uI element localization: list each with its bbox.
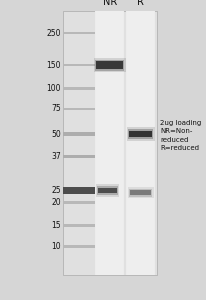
Bar bbox=[63, 64, 95, 66]
Text: 37: 37 bbox=[51, 152, 61, 161]
Bar bbox=[95, 59, 124, 70]
Text: 25: 25 bbox=[51, 186, 61, 195]
Text: 50: 50 bbox=[51, 130, 61, 139]
Text: 250: 250 bbox=[46, 28, 61, 38]
Text: 2ug loading
NR=Non-
reduced
R=reduced: 2ug loading NR=Non- reduced R=reduced bbox=[160, 120, 201, 151]
Text: NR: NR bbox=[102, 0, 116, 7]
Bar bbox=[129, 131, 151, 137]
Bar bbox=[63, 155, 95, 158]
Bar bbox=[97, 186, 118, 195]
Bar bbox=[129, 189, 152, 196]
Bar bbox=[63, 132, 95, 136]
Bar bbox=[127, 187, 153, 198]
Bar bbox=[63, 187, 95, 194]
Bar bbox=[63, 224, 95, 227]
Text: 20: 20 bbox=[51, 198, 61, 207]
Bar bbox=[128, 129, 153, 139]
Bar bbox=[63, 201, 95, 204]
Bar bbox=[130, 190, 150, 195]
Text: 10: 10 bbox=[51, 242, 61, 251]
Text: R: R bbox=[137, 0, 144, 7]
Text: 75: 75 bbox=[51, 104, 61, 113]
Bar bbox=[63, 87, 95, 90]
Bar bbox=[95, 184, 119, 197]
Bar bbox=[96, 11, 123, 274]
Bar bbox=[63, 245, 95, 248]
Bar bbox=[63, 11, 157, 274]
Text: 100: 100 bbox=[46, 84, 61, 93]
Bar bbox=[127, 11, 153, 274]
Bar bbox=[126, 11, 154, 274]
Text: 15: 15 bbox=[51, 221, 61, 230]
Bar bbox=[96, 61, 123, 69]
Text: 150: 150 bbox=[46, 61, 61, 70]
Bar bbox=[93, 58, 125, 72]
Bar bbox=[95, 11, 124, 274]
Bar bbox=[126, 128, 154, 141]
Bar bbox=[63, 32, 95, 34]
Bar bbox=[98, 188, 116, 193]
Bar bbox=[63, 108, 95, 110]
